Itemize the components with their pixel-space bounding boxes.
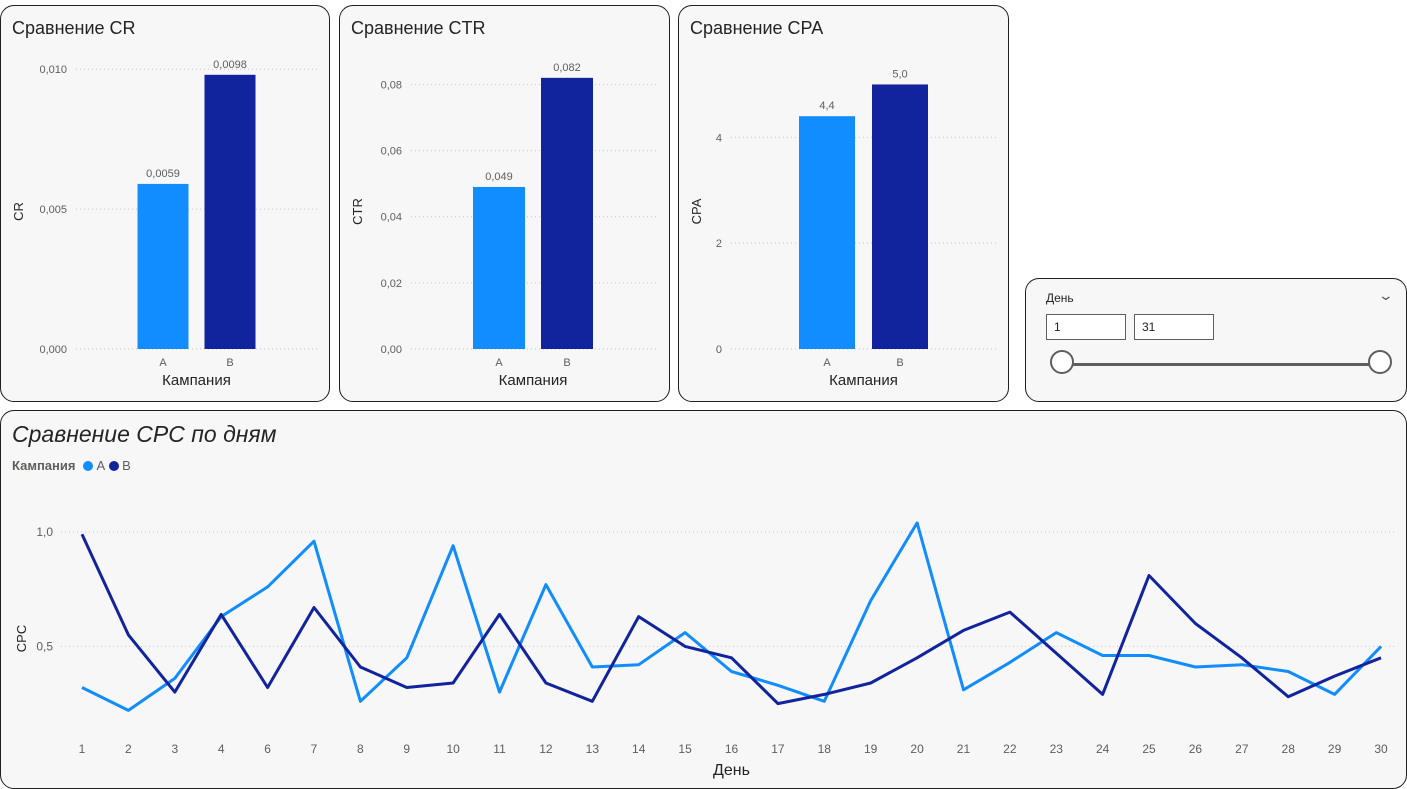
- legend-title: Кампания: [12, 458, 76, 473]
- day-range-slicer: День ⌄ 1 31: [1025, 278, 1407, 402]
- bar-b: [872, 84, 928, 350]
- y-tick-label: 0,00: [381, 344, 402, 356]
- cr-chart-card: Сравнение CR 0,000 0,005 0,010 0,0059 A 0,009…: [0, 5, 330, 402]
- y-axis-title: CR: [11, 202, 26, 221]
- y-tick-label: 0,06: [381, 146, 402, 158]
- x-tick-label: 30: [1374, 742, 1388, 756]
- x-tick-label: 16: [725, 742, 739, 756]
- bar-b: [204, 74, 256, 350]
- x-tick-label: 15: [678, 742, 692, 756]
- x-tick-label: A: [823, 357, 831, 369]
- data-label: 4,4: [819, 100, 834, 112]
- data-label: 5,0: [892, 68, 907, 80]
- y-tick-label: 0,04: [381, 212, 402, 224]
- ctr-chart-title: Сравнение CTR: [351, 18, 486, 38]
- x-tick-label: 19: [864, 742, 878, 756]
- slicer-to-input[interactable]: 31: [1134, 314, 1214, 340]
- ctr-chart-card: Сравнение CTR 0,00 0,02 0,04 0,06 0,08 0,049 A…: [339, 5, 670, 402]
- x-tick-label: 13: [586, 742, 600, 756]
- series-line-b: [80, 533, 1382, 706]
- x-tick-label: 2: [125, 742, 132, 756]
- y-tick-label: 0,02: [381, 278, 402, 290]
- legend-label-a: A: [96, 458, 106, 473]
- x-tick-label: 28: [1282, 742, 1296, 756]
- x-tick-label: 3: [171, 742, 178, 756]
- x-tick-label: B: [896, 357, 903, 369]
- x-tick-label: 22: [1003, 742, 1017, 756]
- y-axis-title: CPA: [689, 198, 704, 224]
- y-tick-label: 2: [716, 238, 722, 250]
- x-tick-label: A: [159, 357, 167, 369]
- legend-dot-a: [83, 460, 94, 471]
- x-axis-title: День: [713, 762, 750, 779]
- bar-a: [137, 183, 189, 349]
- data-label: 0,082: [553, 62, 581, 74]
- cpc-line-chart: 0,51,01 2 3 4 6 7 8 9 10 11 12 13 14 15 16 17 18 19 20 21 22…: [14, 521, 1396, 779]
- cr-bar-chart: 0,000 0,005 0,010 0,0059 A 0,0098 B Кампания CR: [11, 59, 319, 389]
- legend-item-a[interactable]: A: [83, 458, 105, 473]
- slicer-title: День: [1046, 291, 1074, 305]
- x-tick-label: 27: [1235, 742, 1249, 756]
- x-tick-label: 20: [910, 742, 924, 756]
- cpa-chart-card: Сравнение CPA 0 2 4 4,4 A 5,0 B Кампания CPA: [678, 5, 1009, 402]
- x-tick-label: 11: [493, 742, 506, 756]
- x-tick-label: 21: [957, 742, 971, 756]
- series-line-a: [81, 521, 1383, 712]
- y-tick-label: 0,000: [39, 344, 67, 356]
- x-tick-label: 1: [79, 742, 86, 756]
- legend-dot-b: [109, 460, 120, 471]
- x-tick-label: B: [563, 357, 570, 369]
- slicer-track[interactable]: [1062, 363, 1382, 366]
- y-tick-label: 4: [716, 132, 722, 144]
- x-tick-label: 12: [539, 742, 553, 756]
- x-tick-label: B: [226, 357, 233, 369]
- y-tick-label: 0,005: [39, 204, 67, 216]
- x-tick-label: 26: [1189, 742, 1203, 756]
- x-tick-label: 18: [818, 742, 832, 756]
- cpc-line-chart-card: Сравнение CPC по дням Кампания A B 0,5 1,…: [0, 410, 1407, 789]
- x-tick-label: 10: [446, 742, 460, 756]
- data-label: 0,0098: [213, 59, 247, 71]
- y-tick-label: 0: [716, 344, 722, 356]
- bar-a: [473, 186, 525, 349]
- bar-a: [799, 116, 855, 349]
- data-label: 0,049: [485, 171, 513, 183]
- y-tick-label: 0,08: [381, 79, 402, 91]
- legend-label-b: B: [122, 458, 131, 473]
- x-tick-label: 29: [1328, 742, 1342, 756]
- x-axis-title: Кампания: [829, 372, 898, 389]
- x-tick-label: 23: [1050, 742, 1064, 756]
- bar-b: [541, 77, 593, 349]
- x-tick-label: 25: [1142, 742, 1156, 756]
- cpa-bar-chart: 0 2 4 4,4 A 5,0 B Кампания CPA: [689, 68, 999, 389]
- y-tick-label: 1,0: [36, 525, 53, 539]
- x-tick-label: 24: [1096, 742, 1110, 756]
- cpc-chart-title: Сравнение CPC по дням: [12, 421, 277, 447]
- x-tick-label: 9: [403, 742, 410, 756]
- x-tick-label: 8: [357, 742, 364, 756]
- cpa-chart-title: Сравнение CPA: [690, 18, 824, 38]
- y-tick-label: 0,5: [36, 639, 53, 653]
- legend-item-b[interactable]: B: [109, 458, 131, 473]
- y-axis-title: CPC: [14, 625, 29, 652]
- y-axis-title: CTR: [350, 198, 365, 225]
- ctr-bar-chart: 0,00 0,02 0,04 0,06 0,08 0,049 A 0,082 B Кампания…: [350, 62, 657, 389]
- cr-chart-title: Сравнение CR: [12, 18, 136, 38]
- slicer-from-input[interactable]: 1: [1046, 314, 1126, 340]
- chart-legend: Кампания A B: [12, 458, 135, 473]
- x-tick-label: 4: [218, 742, 225, 756]
- data-label: 0,0059: [146, 168, 180, 180]
- x-tick-label: A: [495, 357, 503, 369]
- x-axis-title: Кампания: [499, 372, 568, 389]
- x-axis-title: Кампания: [162, 372, 231, 389]
- x-tick-label: 17: [771, 742, 785, 756]
- y-tick-label: 0,010: [39, 64, 67, 76]
- slicer-handle-start[interactable]: [1050, 350, 1074, 374]
- x-tick-label: 6: [264, 742, 271, 756]
- x-tick-label: 7: [311, 742, 318, 756]
- x-tick-label: 14: [632, 742, 646, 756]
- chevron-down-icon[interactable]: ⌄: [1377, 287, 1395, 303]
- slicer-handle-end[interactable]: [1368, 350, 1392, 374]
